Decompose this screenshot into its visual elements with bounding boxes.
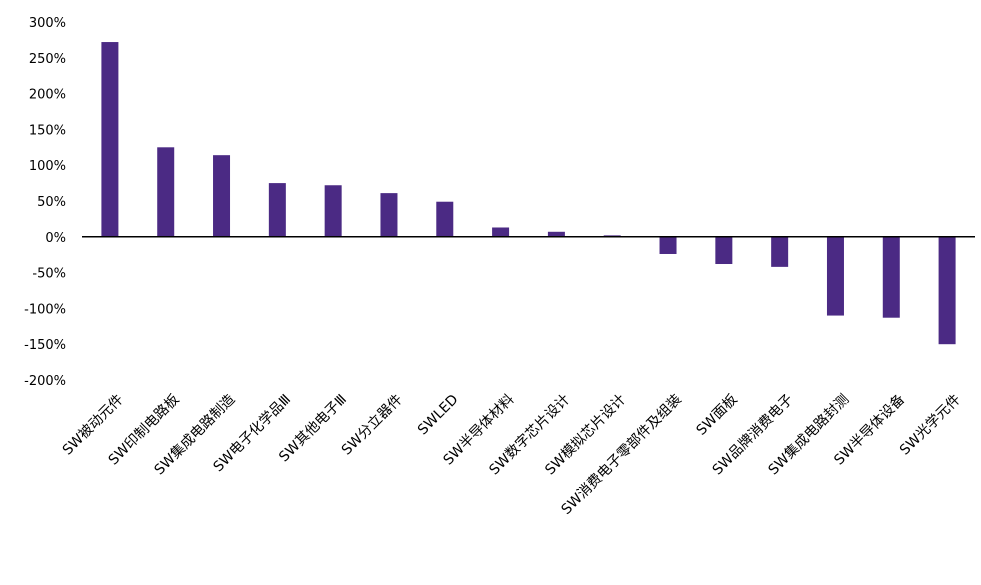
bar: [771, 236, 789, 267]
y-tick-label: -50%: [32, 267, 66, 282]
bar: [547, 231, 565, 237]
bars-group: [101, 42, 956, 345]
bar: [324, 185, 342, 237]
bar: [101, 42, 119, 237]
bar: [436, 201, 454, 237]
y-axis-ticks: 300% 250% 200% 150% 100% 50% 0% -50% -100% -150% -…: [24, 16, 66, 389]
bar: [826, 236, 844, 316]
category-label: SW光学元件: [897, 392, 964, 459]
bar: [659, 236, 677, 254]
category-label: SW消费电子零部件及组装: [558, 392, 684, 518]
bar: [380, 193, 398, 237]
y-tick-label: 0%: [45, 231, 66, 246]
category-label: SWLED: [415, 392, 462, 439]
y-tick-label: 250%: [29, 52, 66, 67]
category-label: SW面板: [693, 392, 740, 439]
bar: [213, 155, 231, 237]
y-tick-label: 200%: [29, 88, 66, 103]
bar: [882, 236, 900, 318]
bar: [938, 236, 956, 345]
category-labels: SW被动元件SW印制电路板SW集成电路制造SW电子化学品ⅢSW其他电子ⅢSW分立…: [60, 391, 964, 518]
y-tick-label: 50%: [37, 195, 66, 210]
y-tick-label: 300%: [29, 16, 66, 31]
y-tick-label: -150%: [24, 338, 66, 353]
y-tick-label: 150%: [29, 123, 66, 138]
category-label: SW分立器件: [339, 392, 406, 459]
bar: [157, 147, 175, 237]
y-tick-label: 100%: [29, 159, 66, 174]
y-tick-label: -200%: [24, 374, 66, 389]
y-tick-label: -100%: [24, 302, 66, 317]
bar: [715, 236, 733, 265]
bar: [492, 227, 510, 237]
bar: [268, 183, 286, 237]
